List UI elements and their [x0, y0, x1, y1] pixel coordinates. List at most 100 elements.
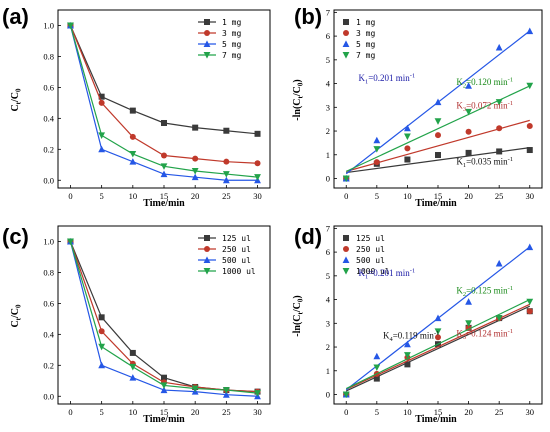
panel-a-series-0-point-4	[192, 124, 199, 131]
panel-a-series-3-point-6	[254, 174, 261, 181]
panel-b-series-3-point-1	[373, 146, 381, 153]
panel-c-series-2-point-3	[160, 386, 168, 394]
panel-b: (b) 0 5 10 15 20 25 30 0 1 2 3 4 5 6 7 Time/min -ln(Ct/C0…	[292, 4, 543, 209]
panel-c-legend-label-1: 250 ul	[222, 245, 251, 254]
panel-b-legend-marker-0	[343, 19, 349, 25]
panel-b-y-tick-label-1: 1	[326, 150, 330, 160]
panel-d-y-tick-label-5: 5	[326, 271, 330, 281]
panel-a-series-1-point-4	[192, 155, 199, 162]
panel-a-series-3	[67, 22, 261, 181]
panel-c-x-tick-label-3: 15	[160, 407, 169, 417]
panel-c-legend: 125 ul 250 ul 500 ul 1000 ul	[198, 234, 256, 276]
panel-d-legend-label-0: 125 ul	[356, 234, 385, 243]
panel-a: (a) 0 5 10 15 20 25 30 0.0 0.2 0.4 0.6 0.8 1.0 Time/mi…	[2, 4, 271, 209]
panel-d-series-2-point-3	[434, 314, 442, 322]
panel-c-series-3-point-5	[222, 387, 230, 394]
panel-c-x-tick-label-0: 0	[68, 407, 72, 417]
panel-c: (c) 0 5 10 15 20 25 30 0.0 0.2 0.4 0.6 0.8 1.0 Time/mi…	[2, 224, 271, 425]
panel-b-y-tick-label-6: 6	[326, 31, 330, 41]
panel-b-series-0-point-3	[435, 152, 441, 159]
panel-a-series-0-point-1	[98, 93, 105, 100]
panel-a-series-0-point-6	[254, 130, 261, 137]
panel-c-series-2-point-1	[98, 361, 106, 369]
panel-d-series-2-point-5	[495, 259, 503, 267]
panel-a-legend-marker-1	[204, 30, 210, 36]
panel-c-series-2-point-2	[129, 374, 137, 381]
panel-d-legend-marker-1	[343, 246, 349, 252]
panel-c-y-tick-label-3: 0.6	[43, 298, 54, 308]
panel-d-y-tick-label-3: 3	[326, 318, 330, 328]
panel-b-y-tick-label-0: 0	[326, 174, 330, 184]
panel-d-annotation-3: K4=0.119 min-1	[383, 330, 439, 343]
panel-a-series-0-point-3	[161, 119, 167, 126]
panel-b-x-tick-label-5: 25	[495, 191, 504, 201]
panel-c-y-axis-label: Ct/C0	[10, 304, 23, 328]
panel-b-series-3-point-5	[495, 99, 503, 106]
panel-b-series-1-point-5	[496, 125, 503, 132]
panel-d-legend-label-2: 500 ul	[356, 256, 385, 265]
panel-a-x-tick-label-5: 25	[222, 191, 231, 201]
panel-b-series-3-point-6	[526, 82, 534, 90]
panel-a-series-2-point-3	[160, 170, 168, 178]
panel-a-series-1-point-5	[223, 158, 230, 165]
panel-b-series-1-point-2	[404, 145, 411, 152]
panel-b-series-0-point-5	[496, 148, 503, 155]
panel-c-x-tick-label-1: 5	[100, 407, 104, 417]
panel-d-y-tick-label-7: 7	[326, 223, 330, 233]
panel-d-series-2-point-6	[526, 243, 534, 251]
panel-b-y-tick-label-2: 2	[326, 126, 330, 136]
panel-d-series-3	[342, 298, 534, 399]
panel-a-legend-marker-0	[204, 19, 210, 25]
panel-c-y-tick-label-1: 0.2	[43, 360, 54, 370]
panel-c-x-axis-label: Time/min	[143, 414, 185, 425]
panel-a-x-tick-label-3: 15	[160, 191, 169, 201]
panel-d-x-tick-label-5: 25	[495, 407, 504, 417]
panel-c-series-3	[67, 238, 261, 397]
panel-a-legend-label-1: 3 mg	[222, 29, 241, 38]
panel-d-y-tick-label-4: 4	[326, 295, 331, 305]
panel-a-x-axis-label: Time/min	[143, 198, 185, 209]
panel-c-legend-marker-1	[204, 246, 210, 252]
panel-b-y-axis-label: -ln(Ct/C0)	[292, 79, 305, 120]
panel-d-x-axis-label: Time/min	[415, 414, 457, 425]
panel-d: (d) 0 5 10 15 20 25 30 0 1 2 3 4 5 6 7 Time/min -ln(Ct/C0…	[292, 223, 543, 425]
panel-b-legend-marker-2	[342, 40, 350, 47]
panel-c-y-tick-label-2: 0.4	[43, 329, 54, 339]
panel-a-series-3-point-4	[191, 167, 199, 175]
panel-b-series-0-point-2	[404, 156, 411, 163]
panel-b-series-1-point-6	[526, 123, 533, 130]
panel-d-series-3-fit-line	[345, 299, 531, 390]
panel-d-series-3-point-0	[342, 391, 350, 399]
panel-b-series-1-point-3	[435, 132, 441, 139]
panel-b-legend-label-3: 7 mg	[356, 51, 375, 60]
panel-a-series-3-point-5	[222, 171, 230, 178]
panel-b-series-3-point-4	[465, 108, 472, 116]
panel-c-series-0-point-3	[161, 374, 167, 381]
panel-c-series-3-point-2	[129, 363, 137, 371]
panel-b-series-2-point-3	[434, 98, 442, 106]
panel-b-annotation-0: K1=0.201 min-1	[358, 73, 415, 86]
panel-a-legend-label-0: 1 mg	[222, 18, 241, 27]
panel-c-series-3-point-1	[98, 343, 106, 351]
panel-a-letter: (a)	[2, 4, 29, 29]
panel-d-x-tick-label-3: 15	[434, 407, 443, 417]
panel-d-y-tick-label-2: 2	[326, 342, 330, 352]
panel-d-x-tick-label-2: 10	[403, 407, 412, 417]
panel-a-x-tick-label-6: 30	[253, 191, 262, 201]
panel-b-x-tick-label-1: 5	[375, 191, 379, 201]
panel-d-series-2-point-4	[465, 298, 472, 305]
panel-d-legend-label-3: 1000 ul	[356, 267, 390, 276]
panel-c-x-tick-label-2: 10	[129, 407, 138, 417]
panel-a-series-3-point-3	[160, 163, 168, 170]
panel-d-annotation-1: K2=0.125 min-1	[456, 285, 513, 298]
panel-a-x-tick-label-1: 5	[100, 191, 104, 201]
panel-c-series-3-point-4	[191, 385, 199, 393]
panel-a-x-tick-label-4: 20	[191, 191, 200, 201]
panel-d-annotation-2: K3=0.124 min-1	[456, 328, 513, 341]
panel-d-y-tick-label-0: 0	[326, 390, 330, 400]
panel-a-series-2-point-1	[98, 145, 106, 153]
panel-c-legend-marker-2	[203, 256, 211, 263]
panel-b-series-0-point-6	[526, 147, 533, 154]
panel-a-series-1-point-6	[254, 160, 261, 167]
panel-b-series-3-point-2	[404, 133, 411, 141]
